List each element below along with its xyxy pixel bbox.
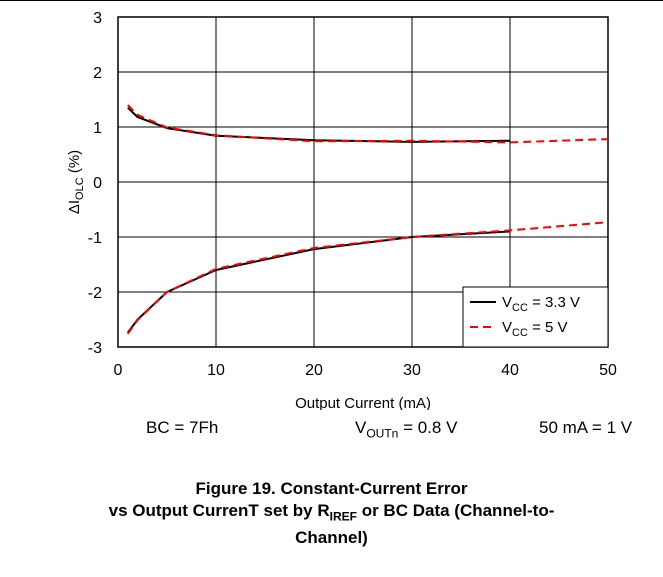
y-tick-label-4: -1 (88, 230, 102, 247)
note-bc: BC = 7Fh (146, 418, 219, 437)
caption-line-1: Figure 19. Constant-Current Error (195, 479, 468, 498)
note-vout-pre: V (355, 418, 367, 437)
y-tick-label-5: -2 (88, 285, 102, 302)
x-tick-label-4: 40 (501, 362, 519, 379)
y-tick-label-2: 1 (93, 120, 102, 137)
y-axis-title-suffix: (%) (66, 150, 83, 178)
figure-caption: Figure 19. Constant-Current Error vs Out… (0, 478, 663, 549)
series-1-curve-0 (127, 104, 609, 144)
legend-label-vcc-3v3-post: = 3.3 V (528, 294, 580, 311)
y-tick-label-0: 3 (93, 10, 102, 27)
y-tick-label-3: 0 (93, 175, 102, 192)
legend-label-vcc-3v3: VCC = 3.3 V (502, 294, 580, 314)
legend-label-vcc-5v-pre: V (502, 319, 512, 336)
caption-line-2-post: or BC Data (Channel-to- (356, 501, 555, 520)
legend-label-vcc-5v-post: = 5 V (528, 319, 568, 336)
x-tick-label-2: 20 (305, 362, 323, 379)
x-axis-title: Output Current (mA) (295, 395, 431, 410)
legend-label-vcc-3v3-pre: V (502, 294, 512, 311)
legend-label-vcc-5v: VCC = 5 V (502, 319, 568, 339)
caption-line-2-pre: vs Output CurrenT set by R (108, 501, 330, 520)
legend-label-vcc-5v-sub: CC (512, 327, 528, 339)
caption-line-3: Channel) (295, 528, 368, 548)
y-axis-title: ΔIOLC (%) (66, 150, 86, 214)
x-tick-labels: 0 10 20 30 40 50 (114, 362, 617, 379)
series-0-curve-0 (127, 106, 511, 143)
x-tick-label-0: 0 (114, 362, 123, 379)
x-tick-label-5: 50 (599, 362, 617, 379)
note-scale: 50 mA = 1 V (539, 418, 633, 437)
caption-line-2: vs Output CurrenT set by RIREF or BC Dat… (0, 500, 663, 527)
y-axis-title-subscript: OLC (74, 177, 86, 200)
series-0-curve-1 (126, 230, 511, 334)
legend-box (462, 286, 609, 348)
y-tick-label-1: 2 (93, 65, 102, 82)
note-vout-post: = 0.8 V (398, 418, 458, 437)
y-tick-labels: 3 2 1 0 -1 -2 -3 (88, 10, 102, 357)
series-1-curve-1 (126, 221, 609, 335)
y-tick-label-6: -3 (88, 340, 102, 357)
y-axis-title-prefix: ΔI (66, 200, 83, 214)
note-vout-sub: OUTn (366, 426, 399, 441)
top-rule (0, 0, 663, 1)
x-tick-label-1: 10 (207, 362, 225, 379)
legend-label-vcc-3v3-sub: CC (512, 302, 528, 314)
note-vout: VOUTn = 0.8 V (355, 418, 457, 440)
x-tick-label-3: 30 (403, 362, 421, 379)
caption-line-2-sub: IREF (329, 509, 357, 524)
curves (126, 104, 609, 335)
legend: VCC = 3.3 V VCC = 5 V (462, 286, 609, 348)
